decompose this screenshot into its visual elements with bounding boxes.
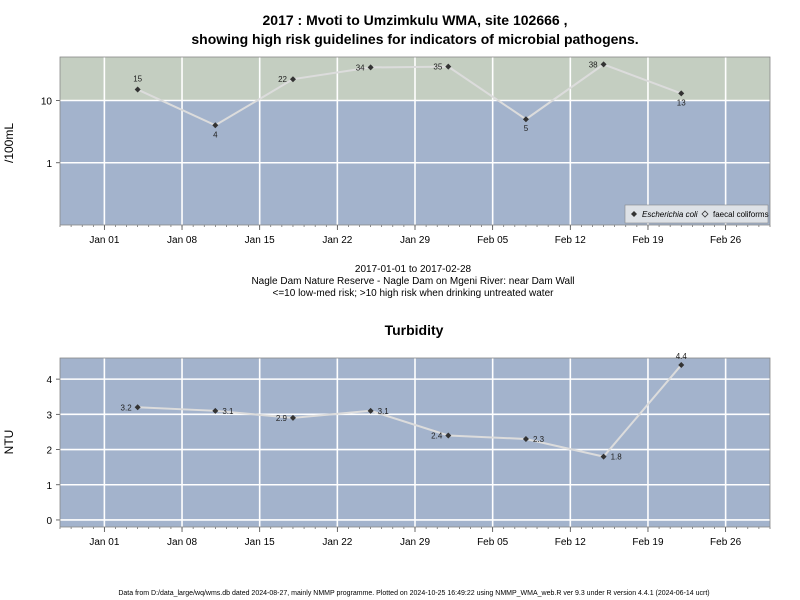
chart1-xtick-label: Jan 08 <box>167 235 197 246</box>
chart2-data-label: 3.1 <box>222 407 234 416</box>
chart2-data-point <box>522 435 529 442</box>
chart2-ytick-label: 3 <box>46 410 52 421</box>
chart1-xtick-label: Feb 05 <box>477 235 509 246</box>
chart2-xtick-label: Jan 29 <box>400 537 430 548</box>
legend-marker-faecal <box>701 210 709 218</box>
chart2-ytick-label: 1 <box>46 481 52 492</box>
legend-label-faecal: faecal coliforms <box>713 210 769 219</box>
chart2-data-label: 1.8 <box>611 453 623 462</box>
chart2-data-point <box>367 407 374 414</box>
chart2-data-point <box>212 407 219 414</box>
chart1-plot: Jan 01 Jan 08 Jan 15 Jan 22 Jan 29 Feb 05 Feb … <box>41 56 771 246</box>
chart1-data-label: 34 <box>356 63 365 72</box>
chart2-xtick-label: Jan 08 <box>167 537 197 548</box>
chart1-data-point <box>522 116 529 123</box>
legend-box <box>624 204 769 224</box>
chart1-frame <box>59 56 771 226</box>
caption-risk: <=10 low-med risk; >10 high risk when dr… <box>273 288 555 299</box>
chart2-xtick-label: Jan 01 <box>89 537 119 548</box>
chart1-data-label: 13 <box>677 98 686 107</box>
chart2-data-label: 4.4 <box>676 352 688 361</box>
chart1-xtick-label: Feb 19 <box>632 235 664 246</box>
chart1-xtick-label: Jan 22 <box>322 235 352 246</box>
chart1-data-label: 38 <box>589 60 598 69</box>
chart2-xtick-label: Jan 22 <box>322 537 352 548</box>
chart1-data-label: 35 <box>433 63 442 72</box>
chart2-ytick-label: 2 <box>46 446 52 457</box>
chart1-ylabel: /100mL <box>2 123 16 163</box>
chart2-xtick-label: Feb 26 <box>710 537 742 548</box>
chart1-data-point <box>678 90 685 97</box>
chart2-data-label: 2.9 <box>276 414 288 423</box>
chart1-xtick-label: Jan 29 <box>400 235 430 246</box>
chart1-data-label: 4 <box>213 130 218 139</box>
chart2-data-label: 2.3 <box>533 435 545 444</box>
chart2-plot: Jan 01 Jan 08 Jan 15 Jan 22 Jan 29 Feb 05 Feb … <box>46 352 771 548</box>
chart2-data-point <box>289 414 296 421</box>
chart1-data-point <box>367 64 374 71</box>
chart2-data-label: 3.1 <box>378 407 390 416</box>
chart1-subtitle: showing high risk guidelines for indicat… <box>191 31 638 47</box>
chart2-data-point <box>678 362 685 369</box>
chart1-title: 2017 : Mvoti to Umzimkulu WMA, site 1026… <box>263 12 568 28</box>
chart1-xtick-label: Feb 12 <box>555 235 587 246</box>
chart1-data-point <box>289 76 296 83</box>
legend-marker-ecoli <box>631 211 637 217</box>
chart1-data-label: 5 <box>524 124 529 133</box>
chart2-ytick-label: 0 <box>46 516 52 527</box>
chart2-data-label: 2.4 <box>431 431 443 440</box>
chart2-series-line <box>137 364 683 458</box>
footer-note: Data from D:/data_large/wq/wms.db dated … <box>118 590 709 597</box>
chart2-xtick-label: Feb 19 <box>632 537 664 548</box>
chart1-data-point <box>212 122 219 129</box>
chart2-ytick-label: 4 <box>46 375 52 386</box>
chart1-series-line <box>137 63 682 127</box>
caption-date-range: 2017-01-01 to 2017-02-28 <box>355 264 472 275</box>
chart1-data-point <box>134 86 141 93</box>
chart2-frame <box>59 357 771 528</box>
chart2-data-point <box>134 404 141 411</box>
chart1-ytick-label: 1 <box>46 159 52 170</box>
chart2-data-point <box>445 432 452 439</box>
caption-site: Nagle Dam Nature Reserve - Nagle Dam on … <box>251 276 574 287</box>
chart2-data-label: 3.2 <box>121 403 133 412</box>
chart2-data-point <box>600 453 607 460</box>
chart1-data-point <box>445 63 452 70</box>
chart2-xtick-label: Feb 05 <box>477 537 509 548</box>
chart2-xtick-label: Jan 15 <box>245 537 275 548</box>
chart1-xtick-label: Jan 15 <box>245 235 275 246</box>
chart1-xtick-label: Jan 01 <box>89 235 119 246</box>
legend-label-ecoli: Escherichia coli <box>642 210 698 219</box>
chart1-xtick-label: Feb 26 <box>710 235 742 246</box>
chart1-data-label: 15 <box>133 75 142 84</box>
chart1-data-label: 22 <box>278 75 287 84</box>
chart1-ytick-label: 10 <box>41 97 53 108</box>
chart1-data-point <box>600 61 607 68</box>
chart2-ylabel: NTU <box>2 430 16 455</box>
chart2-title: Turbidity <box>385 322 444 338</box>
chart2-xtick-label: Feb 12 <box>555 537 587 548</box>
